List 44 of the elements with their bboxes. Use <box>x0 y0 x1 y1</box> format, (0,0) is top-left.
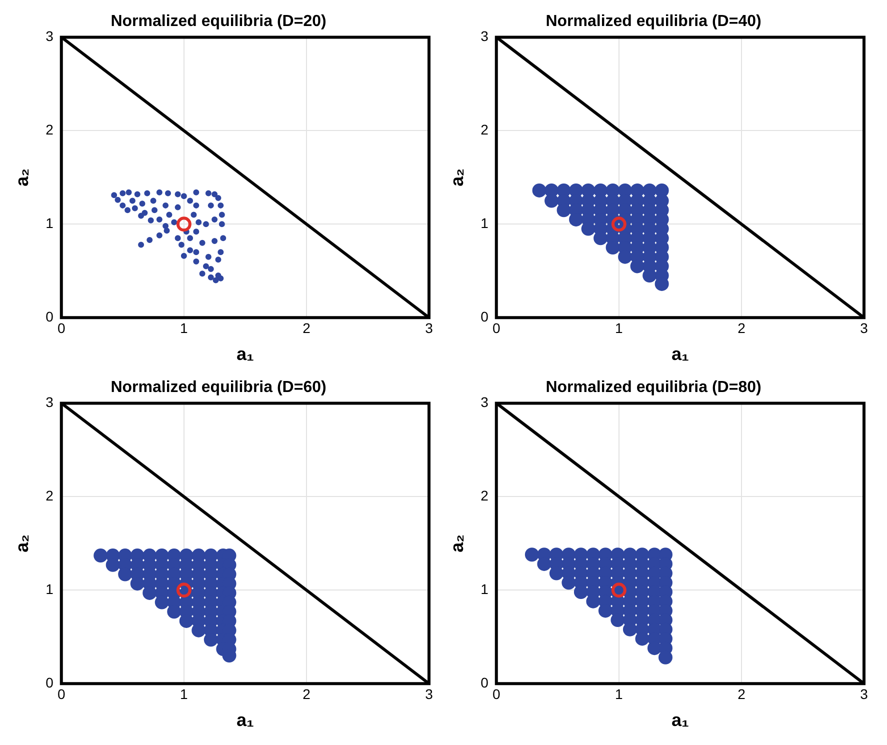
x-tick-label: 0 <box>492 686 500 702</box>
y-axis-title: a₂ <box>12 534 32 552</box>
x-axis-title: a₁ <box>671 710 689 730</box>
y-tick-label: 0 <box>480 308 489 324</box>
y-tick-label: 2 <box>480 122 489 138</box>
x-tick-label: 3 <box>860 320 868 336</box>
x-tick-label: 0 <box>57 320 66 336</box>
x-tick-label: 0 <box>57 686 66 702</box>
y-tick-label: 3 <box>480 28 489 44</box>
x-tick-label: 3 <box>860 686 868 702</box>
chart-title: Normalized equilibria (D=80) <box>546 379 762 396</box>
y-tick-label: 0 <box>46 674 54 690</box>
y-tick-label: 2 <box>46 122 54 138</box>
y-tick-label: 2 <box>46 488 54 504</box>
y-tick-label: 0 <box>480 674 489 690</box>
x-tick-label: 1 <box>615 320 624 336</box>
y-tick-label: 1 <box>46 214 54 231</box>
x-tick-label: 1 <box>615 686 624 702</box>
x-axis-title: a₁ <box>236 710 254 730</box>
x-tick-label: 2 <box>738 320 746 336</box>
y-axis-title: a₂ <box>12 168 32 186</box>
x-tick-label: 3 <box>425 320 434 336</box>
y-axis-title: a₂ <box>446 168 467 186</box>
y-axis-title: a₂ <box>446 534 467 552</box>
chart-title: Normalized equilibria (D=60) <box>110 379 326 396</box>
y-tick-label: 1 <box>46 580 54 597</box>
y-tick-label: 3 <box>46 394 54 410</box>
y-tick-label: 1 <box>480 214 489 231</box>
x-tick-label: 1 <box>180 686 188 702</box>
chart-title: Normalized equilibria (D=20) <box>110 13 326 30</box>
x-tick-label: 3 <box>425 686 434 702</box>
x-tick-label: 2 <box>302 320 311 336</box>
y-tick-label: 3 <box>480 394 489 410</box>
y-tick-label: 2 <box>480 488 489 504</box>
x-tick-label: 2 <box>302 686 311 702</box>
x-axis-title: a₁ <box>671 344 689 364</box>
y-tick-label: 0 <box>46 308 54 324</box>
x-tick-label: 0 <box>492 320 500 336</box>
x-axis-title: a₁ <box>236 344 254 364</box>
x-tick-label: 2 <box>738 686 746 702</box>
y-tick-label: 3 <box>46 28 54 44</box>
chart-title: Normalized equilibria (D=40) <box>546 13 762 30</box>
x-tick-label: 1 <box>180 320 188 336</box>
y-tick-label: 1 <box>480 580 489 597</box>
